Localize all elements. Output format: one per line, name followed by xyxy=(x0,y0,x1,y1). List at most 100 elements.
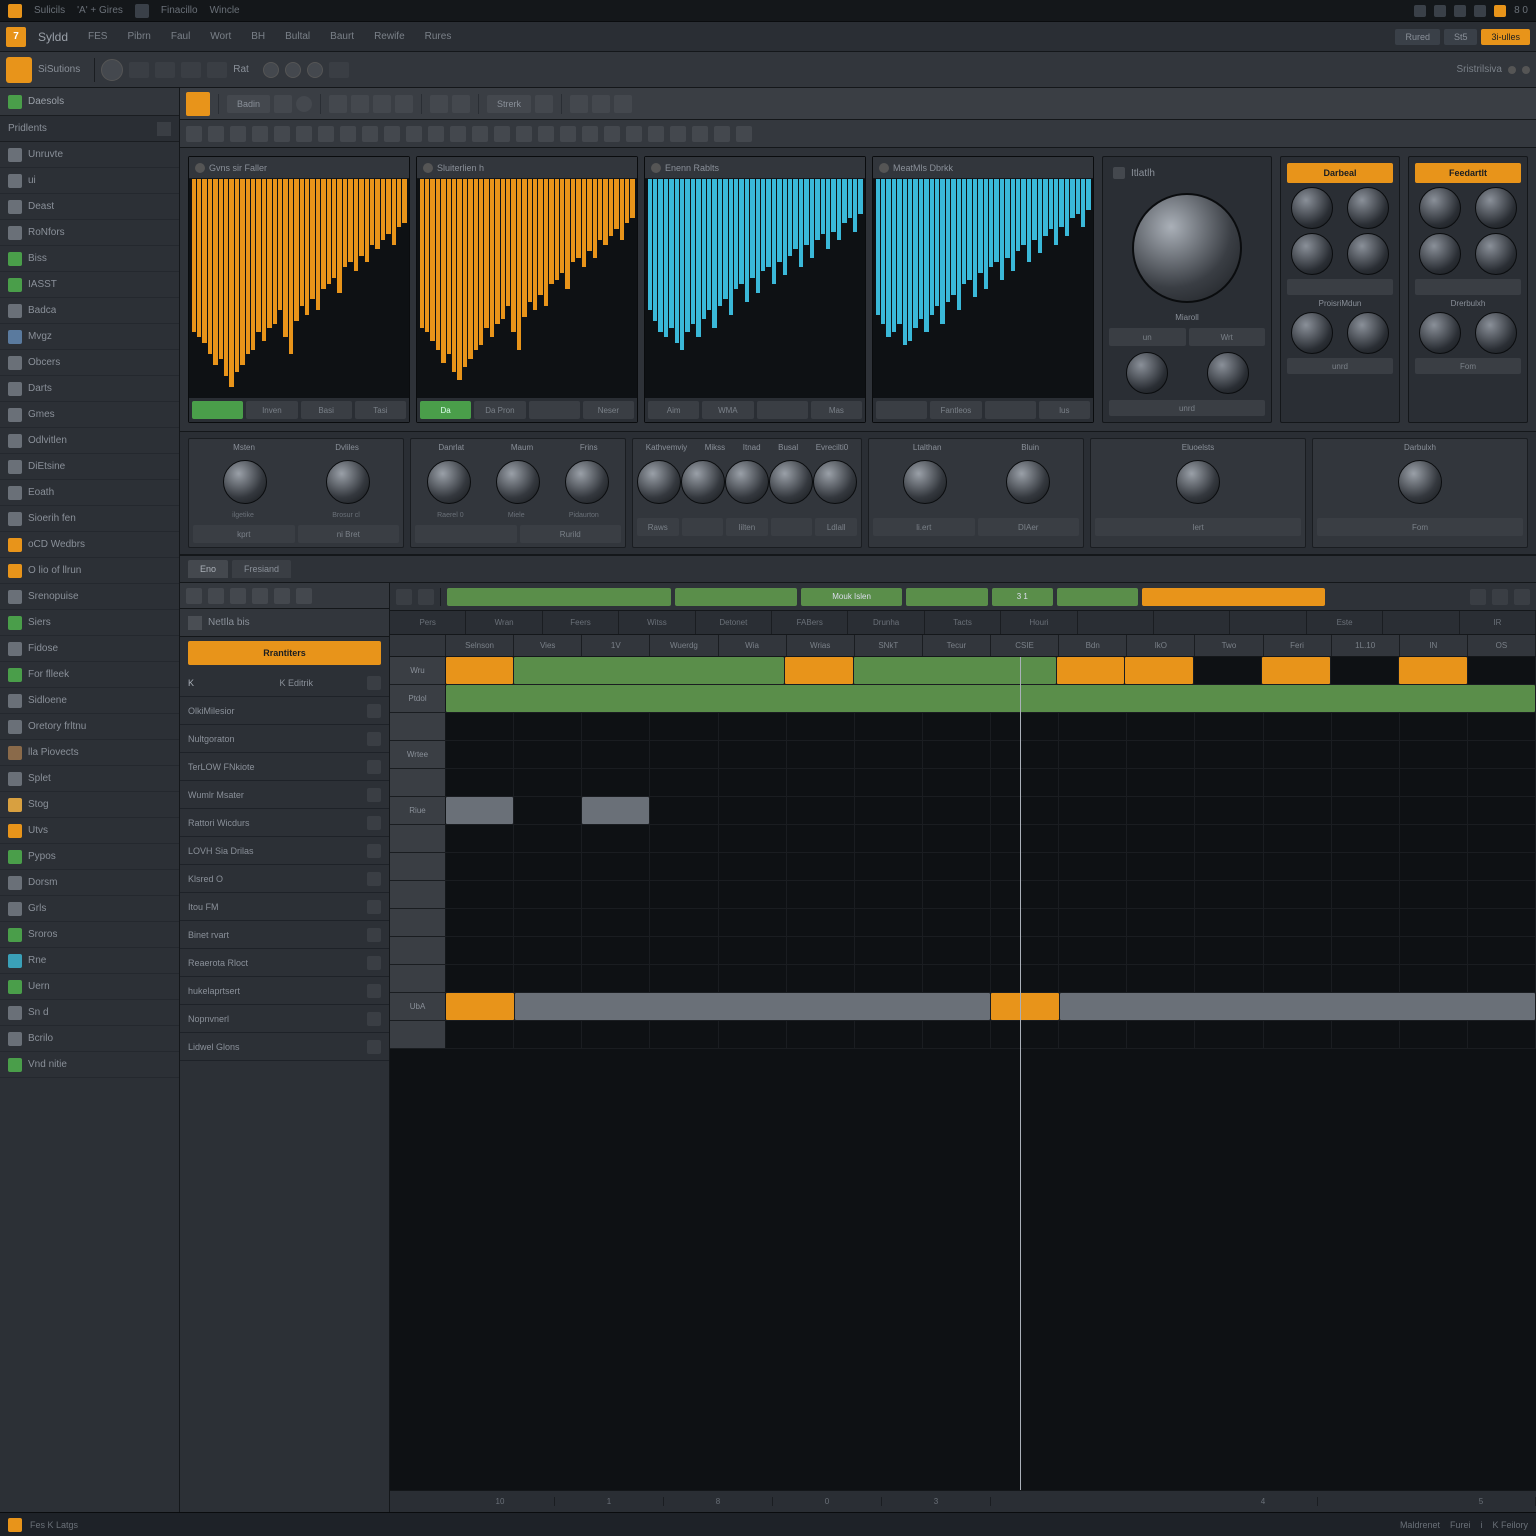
clip-bar-segment[interactable] xyxy=(1142,588,1325,606)
seq-cell[interactable] xyxy=(1332,965,1400,992)
sidebar-item[interactable]: For flleek xyxy=(0,662,179,688)
knob[interactable] xyxy=(1207,352,1249,394)
seq-cell[interactable] xyxy=(1400,825,1468,852)
seq-cell[interactable] xyxy=(514,797,582,824)
seq-track[interactable]: Nopnvnerl xyxy=(180,1005,389,1033)
seq-cell[interactable] xyxy=(582,1021,650,1048)
seq-cell[interactable] xyxy=(1332,769,1400,796)
seq-cell[interactable] xyxy=(446,769,514,796)
seq-cell[interactable] xyxy=(719,853,787,880)
seq-cell[interactable] xyxy=(514,657,785,684)
knob[interactable] xyxy=(1419,187,1461,229)
tool-icon[interactable] xyxy=(1492,589,1508,605)
seq-cell[interactable] xyxy=(1400,1021,1468,1048)
sidebar-item[interactable]: Dorsm xyxy=(0,870,179,896)
seq-cell[interactable] xyxy=(1195,937,1263,964)
seq-cell[interactable] xyxy=(1059,741,1127,768)
seq-cell[interactable] xyxy=(582,825,650,852)
clip[interactable] xyxy=(1057,657,1124,684)
seq-cell[interactable] xyxy=(1468,741,1536,768)
track-icon[interactable] xyxy=(367,984,381,998)
seq-cell[interactable] xyxy=(514,853,582,880)
seq-cell[interactable] xyxy=(787,881,855,908)
sidebar-item[interactable]: Rne xyxy=(0,948,179,974)
seq-row[interactable] xyxy=(390,713,1536,741)
sidebar-item[interactable]: Fidose xyxy=(0,636,179,662)
spec-button[interactable]: Neser xyxy=(583,401,634,419)
seq-cell[interactable] xyxy=(787,853,855,880)
knob[interactable] xyxy=(565,460,609,504)
sidebar-item[interactable]: Pypos xyxy=(0,844,179,870)
seq-cell[interactable] xyxy=(1195,965,1263,992)
seq-cell[interactable] xyxy=(446,909,514,936)
knob[interactable] xyxy=(637,460,681,504)
tool-icon[interactable] xyxy=(406,126,422,142)
power-icon[interactable] xyxy=(423,163,433,173)
seq-cell[interactable] xyxy=(923,965,991,992)
seq-cell[interactable] xyxy=(514,713,582,740)
seq-track[interactable]: Itou FM xyxy=(180,893,389,921)
knob[interactable] xyxy=(1347,187,1389,229)
seq-cell[interactable] xyxy=(514,909,582,936)
sidebar-item[interactable]: Badca xyxy=(0,298,179,324)
seq-cell[interactable] xyxy=(1400,797,1468,824)
seq-row[interactable]: Ptdol xyxy=(390,685,1536,713)
seq-cell[interactable] xyxy=(1059,1021,1127,1048)
seq-cell[interactable] xyxy=(923,797,991,824)
seq-cell[interactable] xyxy=(855,965,923,992)
seq-cell[interactable] xyxy=(855,881,923,908)
seq-cell[interactable] xyxy=(1264,909,1332,936)
toolbar-dropdown[interactable]: Rat xyxy=(233,64,249,75)
seq-cell[interactable] xyxy=(1127,797,1195,824)
seq-cell[interactable] xyxy=(582,909,650,936)
menu-item[interactable]: Rures xyxy=(417,27,460,46)
seq-cell[interactable] xyxy=(650,769,718,796)
seq-cell[interactable] xyxy=(582,741,650,768)
seq-cell[interactable] xyxy=(1127,1021,1195,1048)
knob[interactable] xyxy=(1347,233,1389,275)
sidebar-item[interactable]: Odlvitlen xyxy=(0,428,179,454)
row-header[interactable] xyxy=(390,1021,446,1048)
tool-mini[interactable] xyxy=(452,95,470,113)
seq-cell[interactable] xyxy=(1262,657,1330,684)
seq-cell[interactable] xyxy=(446,657,514,684)
seq-track[interactable]: KK Editrik xyxy=(180,669,389,697)
tool-icon[interactable] xyxy=(604,126,620,142)
tool-icon[interactable] xyxy=(274,588,290,604)
playhead[interactable] xyxy=(1020,657,1021,1490)
seq-cell[interactable] xyxy=(446,685,1536,712)
tool-icon[interactable] xyxy=(1470,589,1486,605)
track-icon[interactable] xyxy=(367,1040,381,1054)
seq-cell[interactable] xyxy=(923,741,991,768)
seq-cell[interactable] xyxy=(787,909,855,936)
clip[interactable] xyxy=(1399,657,1466,684)
seq-cell[interactable] xyxy=(1468,881,1536,908)
tool-mini[interactable] xyxy=(592,95,610,113)
tool-icon[interactable] xyxy=(274,126,290,142)
seq-cell[interactable] xyxy=(514,1021,582,1048)
sidebar-item[interactable]: RoNfors xyxy=(0,220,179,246)
row-header[interactable] xyxy=(390,769,446,796)
tool-icon[interactable] xyxy=(186,126,202,142)
toolbar-mini[interactable] xyxy=(155,62,175,78)
seq-cell[interactable] xyxy=(1468,965,1536,992)
tool-mini[interactable] xyxy=(395,95,413,113)
sidebar-item[interactable]: Deast xyxy=(0,194,179,220)
spec-button[interactable]: Mas xyxy=(811,401,862,419)
power-icon[interactable] xyxy=(195,163,205,173)
seq-cell[interactable] xyxy=(1332,797,1400,824)
mini-button[interactable] xyxy=(1415,279,1521,295)
mini-button[interactable]: unrd xyxy=(1287,358,1393,374)
seq-cell[interactable] xyxy=(923,825,991,852)
seq-cell[interactable] xyxy=(991,713,1059,740)
tool-mini[interactable] xyxy=(535,95,553,113)
tool-icon[interactable] xyxy=(1514,589,1530,605)
seq-row[interactable]: UbA xyxy=(390,993,1536,1021)
track-icon[interactable] xyxy=(367,956,381,970)
sidebar-item[interactable]: Uern xyxy=(0,974,179,1000)
toolbar-mini[interactable] xyxy=(207,62,227,78)
tool-dropdown[interactable]: Strerk xyxy=(487,95,531,113)
ruler-cell[interactable]: Drunha xyxy=(848,611,924,634)
seq-cell[interactable] xyxy=(1332,909,1400,936)
spec-button[interactable] xyxy=(192,401,243,419)
